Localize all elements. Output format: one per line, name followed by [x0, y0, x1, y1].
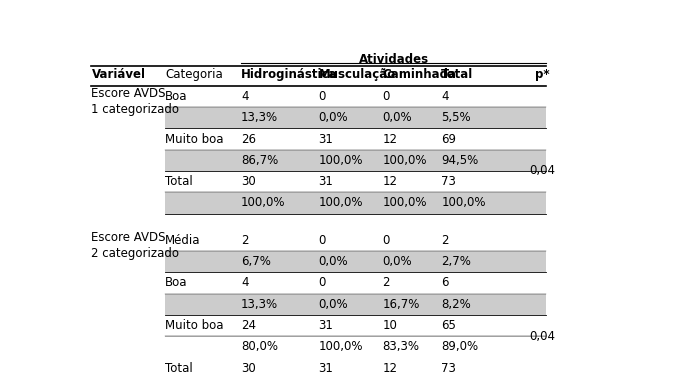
Text: 100,0%: 100,0% — [382, 154, 427, 167]
Text: 89,0%: 89,0% — [441, 340, 478, 353]
Text: 4: 4 — [441, 90, 449, 103]
Text: 100,0%: 100,0% — [441, 196, 486, 210]
Text: 6,7%: 6,7% — [241, 255, 271, 268]
Text: 4: 4 — [241, 276, 249, 290]
Text: 12: 12 — [382, 175, 398, 188]
Text: 1 categorizado: 1 categorizado — [92, 103, 179, 116]
Text: Categoria: Categoria — [165, 68, 223, 81]
Text: 0: 0 — [382, 234, 390, 247]
Text: 94,5%: 94,5% — [441, 154, 478, 167]
Text: 0,0%: 0,0% — [382, 255, 412, 268]
Text: 13,3%: 13,3% — [241, 111, 278, 124]
Text: 73: 73 — [441, 362, 456, 374]
Text: 31: 31 — [318, 362, 333, 374]
Bar — [165, 336, 546, 357]
Text: 10: 10 — [382, 319, 398, 332]
Text: 13,3%: 13,3% — [241, 298, 278, 311]
Text: 83,3%: 83,3% — [382, 340, 420, 353]
Text: 0,0%: 0,0% — [382, 111, 412, 124]
Text: Total: Total — [165, 175, 193, 188]
Text: 2: 2 — [441, 234, 449, 247]
Text: Atividades: Atividades — [359, 53, 429, 66]
Text: Total: Total — [441, 68, 473, 81]
Text: p*: p* — [535, 68, 549, 81]
Text: 30: 30 — [241, 175, 256, 188]
Text: 0,04: 0,04 — [529, 164, 555, 177]
Text: 100,0%: 100,0% — [318, 154, 363, 167]
Text: Escore AVDS: Escore AVDS — [92, 230, 166, 244]
Bar — [165, 251, 546, 272]
Text: 0,0%: 0,0% — [318, 111, 348, 124]
Text: 0: 0 — [318, 90, 326, 103]
Text: 31: 31 — [318, 175, 333, 188]
Text: 26: 26 — [241, 133, 256, 146]
Text: 100,0%: 100,0% — [241, 196, 285, 210]
Text: 2: 2 — [241, 234, 249, 247]
Bar — [165, 192, 546, 214]
Text: 0: 0 — [318, 276, 326, 290]
Text: Média: Média — [165, 234, 200, 247]
Text: Boa: Boa — [165, 90, 187, 103]
Text: Variável: Variável — [92, 68, 145, 81]
Text: 12: 12 — [382, 362, 398, 374]
Text: 0: 0 — [318, 234, 326, 247]
Text: Muito boa: Muito boa — [165, 319, 224, 332]
Text: 0: 0 — [382, 90, 390, 103]
Text: Muito boa: Muito boa — [165, 133, 224, 146]
Text: 0,04: 0,04 — [529, 330, 555, 343]
Text: 2: 2 — [382, 276, 390, 290]
Text: 31: 31 — [318, 133, 333, 146]
Text: 30: 30 — [241, 362, 256, 374]
Text: 0,0%: 0,0% — [318, 255, 348, 268]
Text: Musculação: Musculação — [318, 68, 395, 81]
Bar — [165, 150, 546, 171]
Text: 100,0%: 100,0% — [382, 196, 427, 210]
Text: 16,7%: 16,7% — [382, 298, 420, 311]
Bar — [165, 293, 546, 315]
Text: 80,0%: 80,0% — [241, 340, 278, 353]
Text: 69: 69 — [441, 133, 456, 146]
Bar — [165, 107, 546, 128]
Text: 4: 4 — [241, 90, 249, 103]
Text: 31: 31 — [318, 319, 333, 332]
Text: 100,0%: 100,0% — [318, 196, 363, 210]
Text: 24: 24 — [241, 319, 256, 332]
Text: 12: 12 — [382, 133, 398, 146]
Text: 5,5%: 5,5% — [441, 111, 471, 124]
Text: Escore AVDS: Escore AVDS — [92, 87, 166, 100]
Text: Caminhada: Caminhada — [382, 68, 457, 81]
Text: 73: 73 — [441, 175, 456, 188]
Text: Boa: Boa — [165, 276, 187, 290]
Text: 86,7%: 86,7% — [241, 154, 278, 167]
Text: 6: 6 — [441, 276, 449, 290]
Text: 0,0%: 0,0% — [318, 298, 348, 311]
Text: 8,2%: 8,2% — [441, 298, 471, 311]
Text: Total: Total — [165, 362, 193, 374]
Text: 2,7%: 2,7% — [441, 255, 471, 268]
Text: 65: 65 — [441, 319, 456, 332]
Text: 2 categorizado: 2 categorizado — [92, 247, 179, 260]
Text: Hidroginástica: Hidroginástica — [241, 68, 338, 81]
Text: 100,0%: 100,0% — [318, 340, 363, 353]
